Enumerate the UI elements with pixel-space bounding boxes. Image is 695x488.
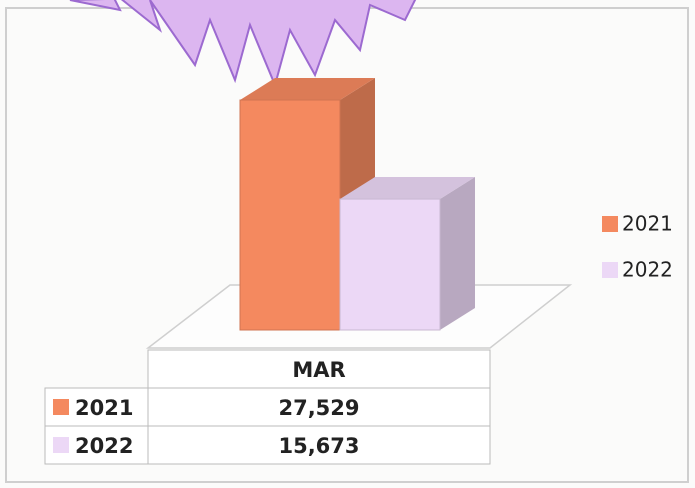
chart: MAR 2021 27,529 2022 15,673 2021 2022: [0, 0, 695, 488]
table-value: 15,673: [278, 434, 359, 458]
bar: [340, 199, 440, 330]
table-swatch: [53, 399, 69, 415]
table-swatch: [53, 437, 69, 453]
bar-side: [440, 177, 475, 330]
legend-swatch: [602, 216, 618, 232]
table-row-label: 2022: [75, 434, 133, 458]
table-row-label: 2021: [75, 396, 133, 420]
table-value: 27,529: [278, 396, 359, 420]
legend-label: 2022: [622, 258, 673, 282]
table-header: MAR: [292, 358, 345, 382]
bar: [240, 100, 340, 330]
legend-label: 2021: [622, 212, 673, 236]
legend-swatch: [602, 262, 618, 278]
